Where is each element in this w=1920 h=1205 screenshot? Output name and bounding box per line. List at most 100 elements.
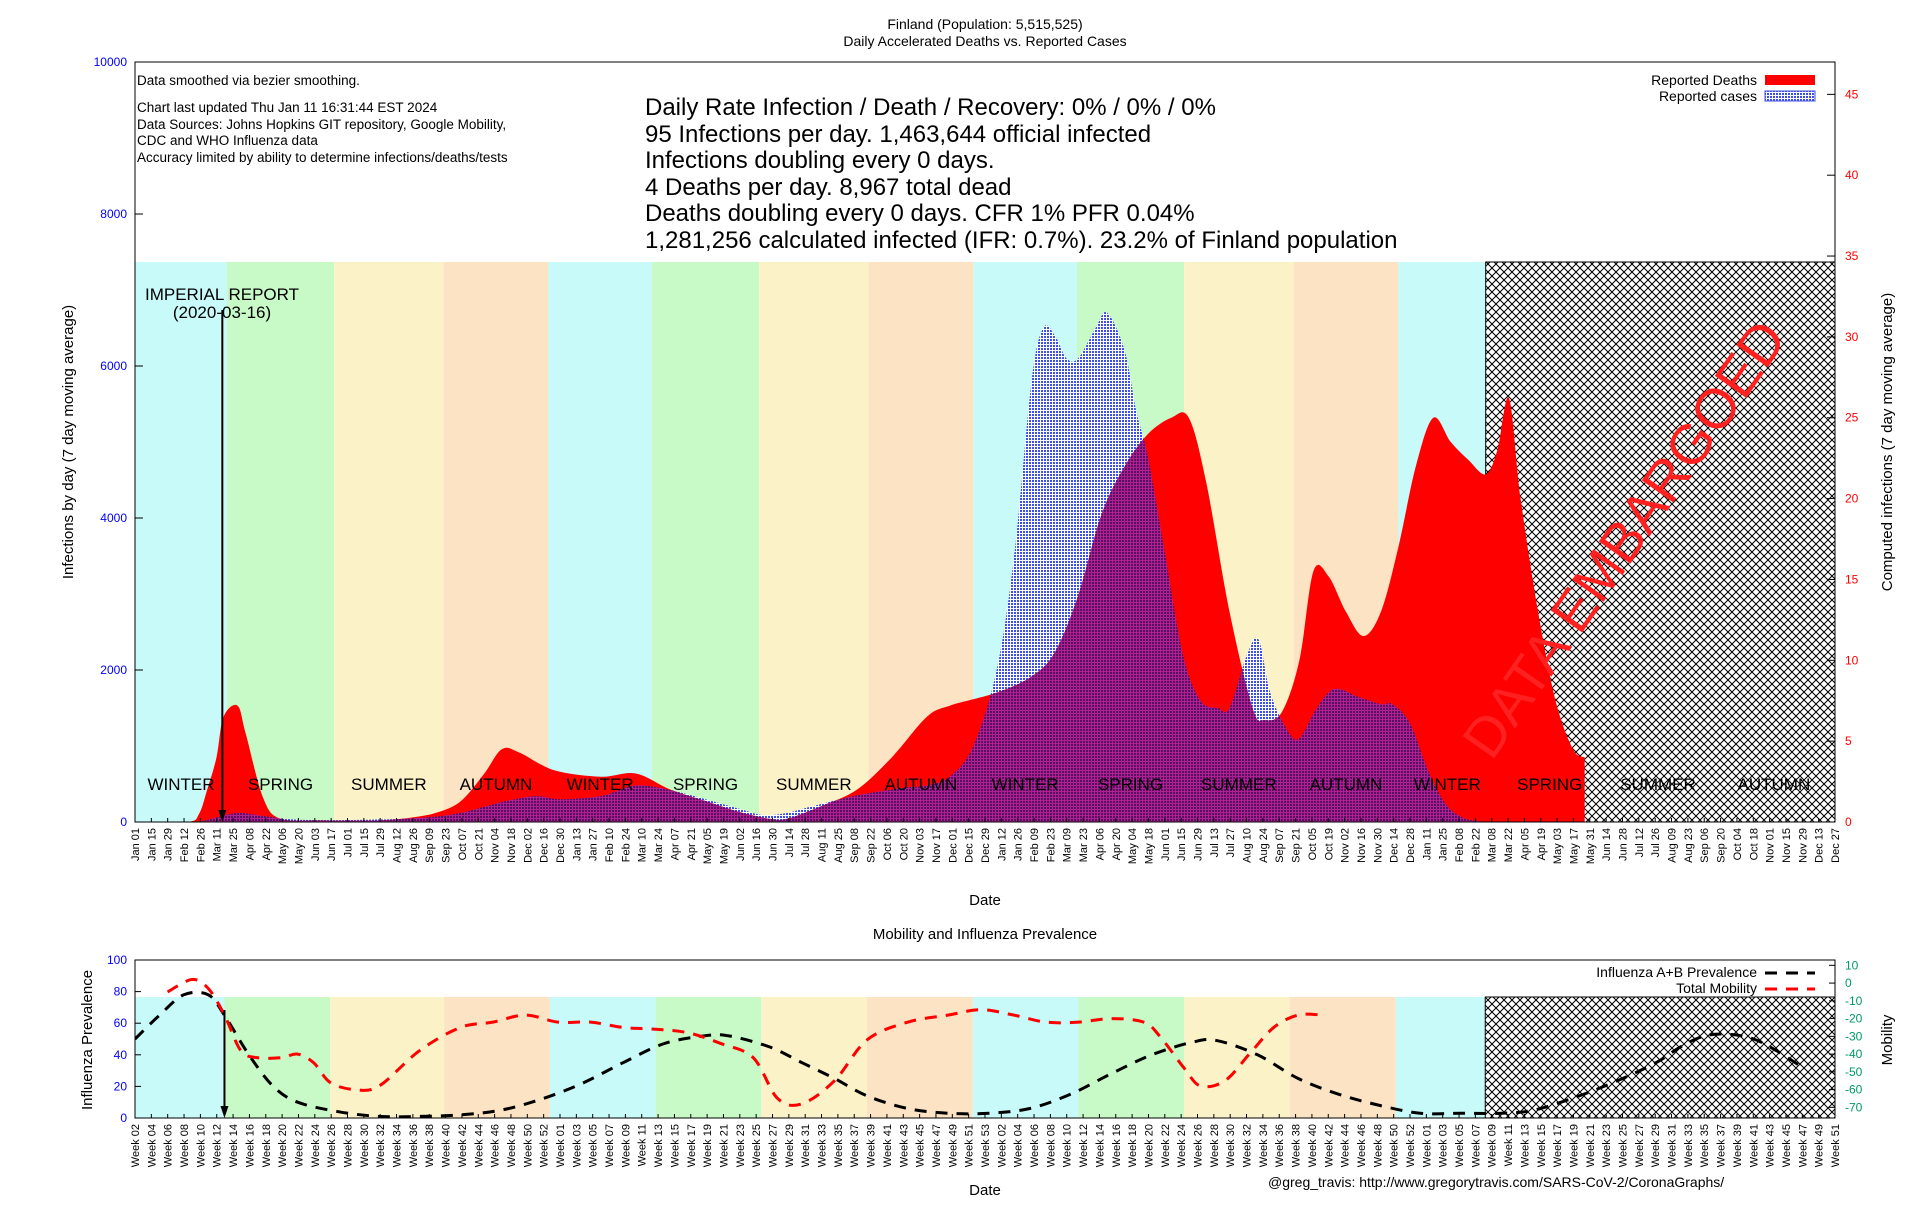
chart-title: Finland (Population: 5,515,525): [887, 16, 1082, 32]
bottom-x-tick-label: Week 30: [1225, 1124, 1237, 1167]
bottom-x-tick-label: Week 01: [555, 1124, 567, 1167]
x-tick-label: Jul 12: [1634, 828, 1646, 857]
x-tick-label: Sep 09: [424, 828, 436, 863]
bottom-x-tick-label: Week 06: [1029, 1124, 1041, 1167]
y-tick-label: 10000: [94, 55, 128, 69]
footer-credit: @greg_travis: http://www.gregorytravis.c…: [1268, 1174, 1724, 1190]
bottom-embargo-region: [1484, 996, 1836, 1119]
x-tick-label: Dec 01: [947, 828, 959, 863]
bottom-x-tick-label: Week 32: [1242, 1124, 1254, 1167]
mobility-line: [166, 977, 1323, 1107]
x-tick-label: Dec 28: [1405, 828, 1417, 863]
bottom-x-tick-label: Week 42: [1323, 1124, 1335, 1167]
legend-cases-label: Reported cases: [1659, 88, 1757, 104]
bottom-x-tick-label: Week 17: [1552, 1124, 1564, 1167]
note-line: Chart last updated Thu Jan 11 16:31:44 E…: [137, 100, 438, 115]
bottom-x-tick-label: Week 42: [457, 1124, 469, 1167]
season-label: AUTUMN: [1738, 775, 1811, 794]
overlap-area: [135, 397, 1486, 822]
bottom-x-tick-label: Week 53: [980, 1124, 992, 1167]
bottom-x-tick-label: Week 35: [833, 1124, 845, 1167]
season-label: SPRING: [1517, 775, 1582, 794]
bottom-x-tick-label: Week 32: [375, 1124, 387, 1167]
x-tick-label: Sep 08: [849, 828, 861, 863]
x-tick-label: Oct 18: [1748, 828, 1760, 860]
season-label: AUTUMN: [460, 775, 533, 794]
x-tick-label: Jan 27: [588, 828, 600, 861]
bottom-x-tick-label: Week 49: [947, 1124, 959, 1167]
x-tick-label: Apr 22: [261, 828, 273, 860]
x-tick-label: Mar 09: [1062, 828, 1074, 862]
bottom-x-tick-label: Week 11: [1503, 1124, 1515, 1166]
x-tick-label: Aug 10: [1242, 828, 1254, 863]
bottom-x-tick-label: Week 18: [1127, 1124, 1139, 1167]
x-tick-label: Apr 06: [1094, 828, 1106, 860]
chart-subtitle: Daily Accelerated Deaths vs. Reported Ca…: [843, 33, 1126, 49]
x-tick-label: Apr 05: [1519, 828, 1531, 860]
bottom-y2-tick-label: -40: [1845, 1047, 1863, 1061]
bottom-x-tick-label: Week 08: [1045, 1124, 1057, 1167]
x-tick-label: Dec 15: [964, 828, 976, 863]
top-x-axis: Jan 01 Jan 15 Jan 29 Feb 12 Feb 26 Mar 11 Mar …: [130, 818, 1842, 864]
bottom-y-label: Influenza Prevalence: [79, 970, 96, 1110]
stat-line: 4 Deaths per day. 8,967 total dead: [645, 174, 1011, 201]
bottom-x-tick-label: Week 15: [1536, 1124, 1548, 1167]
top-season-labels: WINTER SPRING SUMMER AUTUMN WINTER SPRING SUMM…: [147, 775, 1810, 794]
x-tick-label: May 31: [1585, 828, 1597, 864]
season-band-spring: [651, 262, 760, 822]
season-band-spring: [226, 262, 335, 822]
season-label: SPRING: [1098, 775, 1163, 794]
bottom-x-tick-label: Week 39: [1732, 1124, 1744, 1167]
x-tick-label: Sep 07: [1274, 828, 1286, 863]
bottom-x-tick-label: Week 21: [1585, 1124, 1597, 1167]
bottom-y2-tick-label: -10: [1845, 994, 1863, 1008]
x-tick-label: Aug 25: [833, 828, 845, 863]
bottom-x-tick-label: Week 27: [768, 1124, 780, 1167]
bottom-y2-tick-label: -60: [1845, 1083, 1863, 1097]
x-tick-label: May 18: [1143, 828, 1155, 864]
bottom-x-tick-label: Week 36: [1274, 1124, 1286, 1167]
x-tick-label: Jul 15: [359, 828, 371, 857]
x-tick-label: Oct 07: [457, 828, 469, 860]
y2-tick-label: 20: [1845, 492, 1859, 506]
bottom-x-tick-label: Week 31: [1667, 1124, 1679, 1167]
season-band-summer: [1184, 997, 1291, 1118]
bottom-imperial-arrowhead: [220, 1106, 229, 1118]
stat-line: Deaths doubling every 0 days. CFR 1% PFR…: [645, 200, 1195, 227]
x-tick-label: Dec 14: [1389, 828, 1401, 863]
bottom-x-axis: Week 02 Week 04 Week 06 Week 08 Week 10 Week …: [130, 1114, 1842, 1167]
bottom-x-tick-label: Week 09: [620, 1124, 632, 1167]
bottom-x-tick-label: Week 41: [1748, 1124, 1760, 1167]
y2-tick-label: 5: [1845, 734, 1852, 748]
x-tick-label: Jan 11: [1421, 828, 1433, 860]
x-tick-label: Feb 24: [620, 828, 632, 862]
bottom-x-tick-label: Week 46: [1356, 1124, 1368, 1167]
y-tick-label: 8000: [100, 207, 127, 221]
bottom-x-tick-label: Week 31: [800, 1124, 812, 1167]
bottom-x-tick-label: Week 04: [146, 1124, 158, 1167]
bottom-x-tick-label: Week 02: [996, 1124, 1008, 1167]
x-tick-label: Jul 28: [800, 828, 812, 857]
note-line: Data Sources: Johns Hopkins GIT reposito…: [137, 117, 506, 132]
bottom-x-tick-label: Week 16: [244, 1124, 256, 1167]
x-tick-label: Jan 26: [1013, 828, 1025, 861]
legend-cases-swatch: [1764, 90, 1816, 102]
bottom-x-tick-label: Week 41: [882, 1124, 894, 1167]
bottom-x-tick-label: Week 12: [1078, 1124, 1090, 1167]
x-tick-label: Apr 07: [669, 828, 681, 860]
bottom-y2-tick-label: -50: [1845, 1065, 1863, 1079]
note-line: CDC and WHO Influenza data: [137, 133, 318, 148]
bottom-y2-label: Mobility: [1879, 1014, 1896, 1065]
bottom-x-tick-label: Week 52: [539, 1124, 551, 1167]
bottom-x-tick-label: Week 44: [1340, 1124, 1352, 1167]
bottom-y-tick-label: 100: [107, 953, 127, 967]
bottom-x-tick-label: Week 23: [735, 1124, 747, 1167]
bottom-x-tick-label: Week 27: [1634, 1124, 1646, 1167]
bottom-x-tick-label: Week 25: [1618, 1124, 1630, 1167]
bottom-x-tick-label: Week 46: [490, 1124, 502, 1167]
season-label: SUMMER: [1620, 775, 1696, 794]
bottom-x-tick-label: Week 49: [1814, 1124, 1826, 1167]
x-tick-label: Feb 22: [1470, 828, 1482, 862]
x-tick-label: Sep 23: [441, 828, 453, 863]
x-tick-label: Mar 22: [1503, 828, 1515, 862]
